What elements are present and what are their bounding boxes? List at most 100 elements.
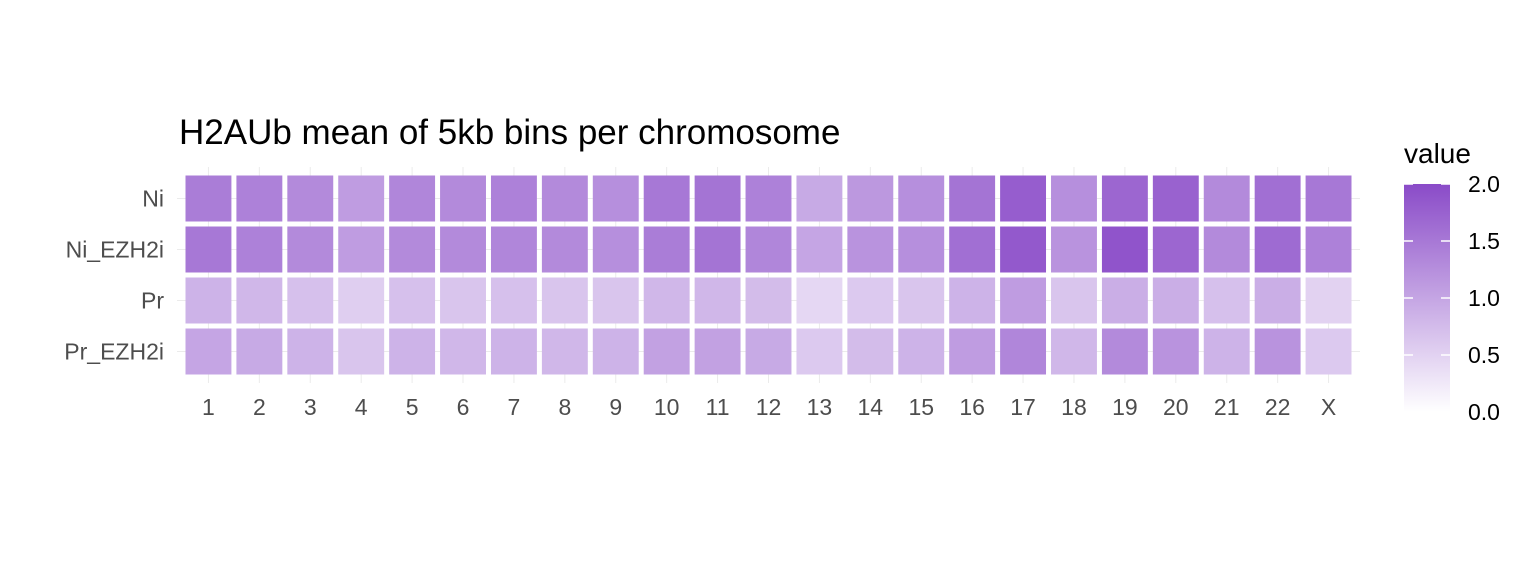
heatmap-cell — [694, 277, 741, 324]
x-tick-label: 19 — [1112, 394, 1138, 420]
heatmap-cell — [185, 328, 232, 375]
heatmap-cell — [338, 277, 385, 324]
heatmap-cell — [1254, 277, 1301, 324]
heatmap-cell — [1203, 277, 1250, 324]
heatmap-cell — [541, 277, 588, 324]
heatmap-cell — [1254, 328, 1301, 375]
y-axis-tick-labels: Ni Ni_EZH2i Pr Pr_EZH2i — [64, 186, 164, 365]
heatmap-cell — [1152, 328, 1199, 375]
heatmap-cell — [796, 328, 843, 375]
heatmap-cell — [1203, 328, 1250, 375]
heatmap-cell — [949, 277, 996, 324]
heatmap-cell — [898, 175, 945, 222]
heatmap-cell — [745, 226, 792, 273]
y-tick-label: Ni_EZH2i — [66, 237, 164, 263]
heatmap-cell — [236, 277, 283, 324]
legend-tick-label: 0.0 — [1468, 399, 1500, 425]
heatmap-cell — [338, 328, 385, 375]
heatmap-cell — [1051, 328, 1097, 375]
x-tick-label: 3 — [304, 394, 317, 420]
x-tick-label: 6 — [457, 394, 470, 420]
heatmap-cell — [1101, 226, 1148, 273]
heatmap-cell — [592, 226, 639, 273]
legend: value 2.0 1.5 1.0 0.5 0.0 — [1404, 138, 1500, 425]
x-tick-label: 17 — [1010, 394, 1036, 420]
heatmap-cell — [949, 328, 996, 375]
x-tick-label: X — [1321, 394, 1336, 420]
x-tick-label: 10 — [654, 394, 680, 420]
heatmap-cell — [1305, 226, 1352, 273]
heatmap-cell — [949, 175, 996, 222]
heatmap-cell — [796, 226, 843, 273]
y-tick-label: Pr — [141, 288, 164, 314]
heatmap-cell — [1305, 328, 1352, 375]
heatmap-cell — [236, 226, 283, 273]
heatmap-cell — [694, 175, 741, 222]
heatmap-cell — [847, 328, 894, 375]
heatmap-cell — [1000, 226, 1047, 273]
heatmap-cell — [1305, 175, 1352, 222]
heatmap-cell — [1203, 226, 1250, 273]
heatmap-cell — [389, 328, 436, 375]
heatmap-cell — [236, 328, 283, 375]
heatmap-cell — [490, 328, 537, 375]
heatmap-cell — [694, 226, 741, 273]
heatmap-cell — [185, 277, 232, 324]
heatmap-cell — [745, 175, 792, 222]
heatmap-cell — [440, 277, 486, 324]
heatmap-cell — [440, 175, 486, 222]
heatmap-cell — [898, 328, 945, 375]
y-tick-label: Pr_EZH2i — [64, 339, 164, 365]
heatmap-cell — [338, 226, 385, 273]
x-tick-label: 9 — [609, 394, 622, 420]
heatmap-cell — [490, 175, 537, 222]
x-tick-label: 18 — [1061, 394, 1087, 420]
heatmap-cell — [440, 226, 486, 273]
heatmap-cell — [440, 328, 486, 375]
x-tick-label: 20 — [1163, 394, 1189, 420]
heatmap-cell — [1152, 175, 1199, 222]
heatmap-cell — [643, 226, 690, 273]
heatmap-cell — [643, 175, 690, 222]
heatmap-cell — [1203, 175, 1250, 222]
heatmap-cell — [338, 175, 385, 222]
heatmap-cell — [287, 226, 334, 273]
heatmap-cell — [592, 277, 639, 324]
heatmap-cell — [1101, 175, 1148, 222]
x-tick-label: 21 — [1214, 394, 1240, 420]
heatmap-cell — [1254, 175, 1301, 222]
x-tick-label: 12 — [756, 394, 782, 420]
heatmap-cell — [592, 175, 639, 222]
legend-tick-label: 1.5 — [1468, 228, 1500, 254]
heatmap-cell — [1051, 226, 1097, 273]
heatmap-cell — [592, 328, 639, 375]
x-tick-label: 5 — [406, 394, 419, 420]
heatmap-cell — [541, 175, 588, 222]
x-tick-label: 4 — [355, 394, 368, 420]
heatmap-cell — [287, 328, 334, 375]
heatmap-cell — [694, 328, 741, 375]
heatmap-cell — [1305, 277, 1352, 324]
heatmap-cell — [287, 175, 334, 222]
x-tick-label: 11 — [706, 394, 730, 420]
legend-tick-label: 2.0 — [1468, 171, 1500, 197]
legend-tick-label: 0.5 — [1468, 342, 1500, 368]
heatmap-cell — [287, 277, 334, 324]
heatmap-cells — [185, 175, 1352, 375]
heatmap-cell — [898, 226, 945, 273]
x-axis-tick-labels: 1 2 3 4 5 6 7 8 9 10 11 12 13 14 15 16 17 18 19 20 21 22 X — [202, 394, 1336, 420]
heatmap-cell — [1000, 175, 1047, 222]
heatmap-cell — [389, 226, 436, 273]
heatmap-cell — [389, 277, 436, 324]
heatmap-cell — [847, 277, 894, 324]
heatmap-cell — [1254, 226, 1301, 273]
x-tick-label: 14 — [858, 394, 884, 420]
heatmap-cell — [1000, 277, 1047, 324]
heatmap-cell — [796, 175, 843, 222]
x-tick-label: 2 — [253, 394, 266, 420]
heatmap-cell — [541, 226, 588, 273]
heatmap-cell — [1051, 277, 1097, 324]
heatmap-cell — [745, 328, 792, 375]
heatmap-cell — [796, 277, 843, 324]
